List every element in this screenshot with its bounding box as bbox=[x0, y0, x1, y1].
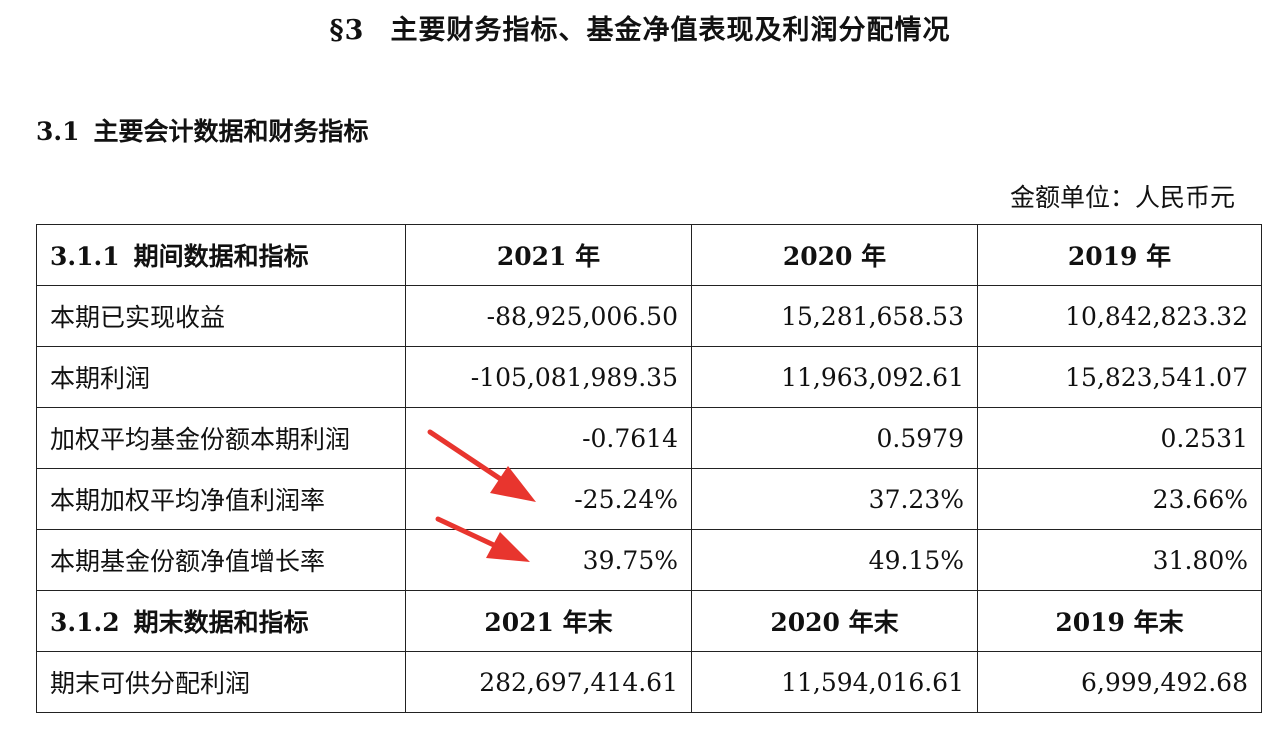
table-cell: 11,963,092.61 bbox=[691, 346, 978, 408]
period-header-label: 3.1.1 期间数据和指标 bbox=[36, 224, 406, 286]
row-label: 加权平均基金份额本期利润 bbox=[36, 407, 406, 469]
column-header-2019: 2019 年 bbox=[977, 224, 1262, 286]
table-cell: -0.7614 bbox=[405, 407, 692, 469]
row-label: 本期已实现收益 bbox=[36, 285, 406, 347]
table-row: 加权平均基金份额本期利润 -0.7614 0.5979 0.2531 bbox=[36, 407, 1262, 469]
row-label: 本期加权平均净值利润率 bbox=[36, 468, 406, 530]
table-cell: 0.5979 bbox=[691, 407, 978, 469]
currency-unit-note: 金额单位：人民币元 bbox=[1009, 183, 1235, 212]
table-cell: 39.75% bbox=[405, 529, 692, 591]
end-header-row: 3.1.2 期末数据和指标 2021 年末 2020 年末 2019 年末 bbox=[36, 590, 1262, 652]
table-cell: 49.15% bbox=[691, 529, 978, 591]
table-cell: -25.24% bbox=[405, 468, 692, 530]
subsection-title: 3.1 主要会计数据和财务指标 bbox=[36, 112, 369, 148]
table-cell: 10,842,823.32 bbox=[977, 285, 1262, 347]
table-cell: 11,594,016.61 bbox=[691, 651, 978, 713]
end-header-title: 期末数据和指标 bbox=[133, 608, 309, 637]
table-cell: 15,823,541.07 bbox=[977, 346, 1262, 408]
column-header-2019-end: 2019 年末 bbox=[977, 590, 1262, 652]
table-cell: 31.80% bbox=[977, 529, 1262, 591]
table-row: 本期基金份额净值增长率 39.75% 49.15% 31.80% bbox=[36, 529, 1262, 591]
table-cell: 23.66% bbox=[977, 468, 1262, 530]
column-header-2021-end: 2021 年末 bbox=[405, 590, 692, 652]
table-row: 本期已实现收益 -88,925,006.50 15,281,658.53 10,… bbox=[36, 285, 1262, 347]
end-header-code: 3.1.2 bbox=[50, 608, 120, 637]
column-header-2020: 2020 年 bbox=[691, 224, 978, 286]
column-header-2020-end: 2020 年末 bbox=[691, 590, 978, 652]
table-cell: 6,999,492.68 bbox=[977, 651, 1262, 713]
financial-indicators-table: 3.1.1 期间数据和指标 2021 年 2020 年 2019 年 本期已实现收… bbox=[36, 224, 1262, 713]
section-number: §3 bbox=[329, 15, 365, 46]
column-header-2021: 2021 年 bbox=[405, 224, 692, 286]
period-header-row: 3.1.1 期间数据和指标 2021 年 2020 年 2019 年 bbox=[36, 224, 1262, 286]
table-row: 本期利润 -105,081,989.35 11,963,092.61 15,82… bbox=[36, 346, 1262, 408]
table-cell: 37.23% bbox=[691, 468, 978, 530]
row-label: 本期利润 bbox=[36, 346, 406, 408]
period-header-title: 期间数据和指标 bbox=[133, 242, 309, 271]
period-header-code: 3.1.1 bbox=[50, 242, 120, 271]
section-title: §3 主要财务指标、基金净值表现及利润分配情况 bbox=[0, 8, 1280, 47]
end-header-label: 3.1.2 期末数据和指标 bbox=[36, 590, 406, 652]
table-cell: 282,697,414.61 bbox=[405, 651, 692, 713]
table-row: 期末可供分配利润 282,697,414.61 11,594,016.61 6,… bbox=[36, 651, 1262, 713]
row-label: 本期基金份额净值增长率 bbox=[36, 529, 406, 591]
table-cell: 0.2531 bbox=[977, 407, 1262, 469]
table-cell: -105,081,989.35 bbox=[405, 346, 692, 408]
subsection-number: 3.1 bbox=[36, 117, 80, 146]
subsection-title-text: 主要会计数据和财务指标 bbox=[93, 117, 369, 146]
section-title-text: 主要财务指标、基金净值表现及利润分配情况 bbox=[390, 15, 951, 46]
row-label: 期末可供分配利润 bbox=[36, 651, 406, 713]
table-cell: -88,925,006.50 bbox=[405, 285, 692, 347]
table-cell: 15,281,658.53 bbox=[691, 285, 978, 347]
table-row: 本期加权平均净值利润率 -25.24% 37.23% 23.66% bbox=[36, 468, 1262, 530]
